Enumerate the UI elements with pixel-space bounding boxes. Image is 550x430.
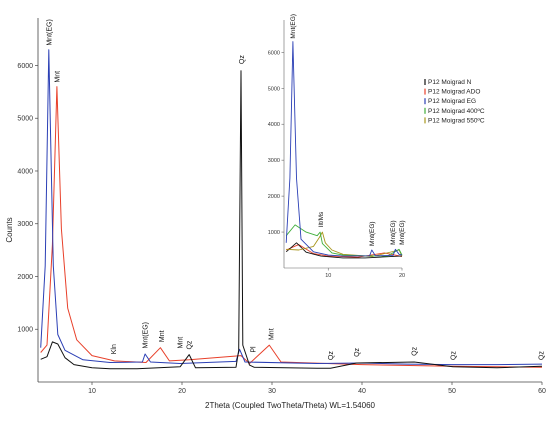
- inset-x-tick-label: 20: [399, 273, 405, 279]
- inset-y-tick-label: 4000: [268, 122, 280, 128]
- inset-y-tick-labels: 1000 2000 3000 4000 5000 6000: [268, 50, 284, 236]
- peak-annotation: Kln: [111, 344, 118, 354]
- legend-entry: P12 Moigrad N: [428, 79, 472, 86]
- inset-series-group: [285, 41, 403, 259]
- peak-annotation: Pl: [251, 346, 258, 353]
- peak-annotation: Mnt: [54, 71, 61, 83]
- inset-x-tick-label: 10: [325, 273, 331, 279]
- inset-peak-annotation: Ilt/Ms: [318, 211, 325, 227]
- inset-y-tick-label: 5000: [268, 86, 280, 92]
- x-tick-label: 40: [358, 388, 366, 395]
- inset-peak-annotation: Mnt(EG): [390, 220, 397, 245]
- x-tick-label: 50: [448, 388, 456, 395]
- x-axis-label: 2Theta (Coupled TwoTheta/Theta) WL=1.540…: [205, 401, 376, 410]
- inset-y-tick-label: 3000: [268, 158, 280, 164]
- peak-annotation: Qz: [450, 351, 457, 360]
- x-tick-label: 10: [88, 388, 96, 395]
- inset-peak-annotation: Mnt(EG): [369, 221, 376, 246]
- x-tick-label: 20: [178, 388, 186, 395]
- inset-x-tick-labels: 10 20: [325, 268, 405, 279]
- legend: P12 Moigrad N P12 Moigrad ADO P12 Moigrad …: [424, 79, 485, 124]
- inset-series-line-p12-moigrad-eg: [285, 41, 403, 257]
- inset-series-line-p12-moigrad-550-c: [286, 231, 403, 257]
- legend-entry: P12 Moigrad EG: [428, 98, 476, 105]
- inset-y-tick-label: 2000: [268, 194, 280, 200]
- inset-series-line-p12-moigrad-400-c: [285, 224, 403, 257]
- peak-annotation: Mnt: [178, 337, 185, 349]
- y-tick-label: 2000: [17, 274, 33, 281]
- peak-annotation: Qz: [539, 351, 546, 360]
- peak-annotation: Mnt(EG): [143, 322, 150, 348]
- peak-annotation: Mnt: [269, 328, 276, 340]
- inset-plot: 10 20 1000 2000 3000 4000 5000 6000 Mnt(EG) Ilt…: [268, 14, 406, 279]
- inset-y-tick-label: 6000: [268, 50, 280, 56]
- peak-annotation: Qz: [354, 347, 361, 356]
- x-tick-labels: 10 20 30 40 50 60: [88, 382, 546, 395]
- x-tick-label: 30: [268, 388, 276, 395]
- peak-annotation: Mnt(EG): [46, 19, 53, 45]
- inset-peak-annotation: Mnt(EG): [399, 220, 406, 245]
- y-tick-label: 1000: [17, 327, 33, 334]
- legend-entry: P12 Moigrad 400ºC: [428, 108, 485, 115]
- peak-annotation: Qz: [187, 340, 194, 349]
- peak-annotation: Qz: [239, 55, 246, 64]
- inset-y-tick-label: 1000: [268, 230, 280, 236]
- y-axis-label: Counts: [5, 217, 14, 242]
- peak-annotation: Mnt: [159, 330, 166, 342]
- peak-annotation: Qz: [328, 351, 335, 360]
- legend-entry: P12 Moigrad ADO: [428, 89, 480, 96]
- x-tick-label: 60: [538, 388, 546, 395]
- y-tick-label: 3000: [17, 221, 33, 228]
- peak-annotation: Qz: [412, 346, 419, 355]
- y-tick-label: 6000: [17, 63, 33, 70]
- legend-entry: P12 Moigrad 550ºC: [428, 117, 485, 124]
- series-line-p12-moigrad-n: [40, 70, 542, 370]
- main-series-group: [40, 49, 542, 370]
- inset-peak-annotation: Mnt(EG): [290, 14, 297, 39]
- y-tick-label: 4000: [17, 168, 33, 175]
- y-tick-labels: 1000 2000 3000 4000 5000 6000: [17, 63, 38, 334]
- inset-series-line-p12-moigrad-n: [285, 242, 402, 259]
- y-tick-label: 5000: [17, 116, 33, 123]
